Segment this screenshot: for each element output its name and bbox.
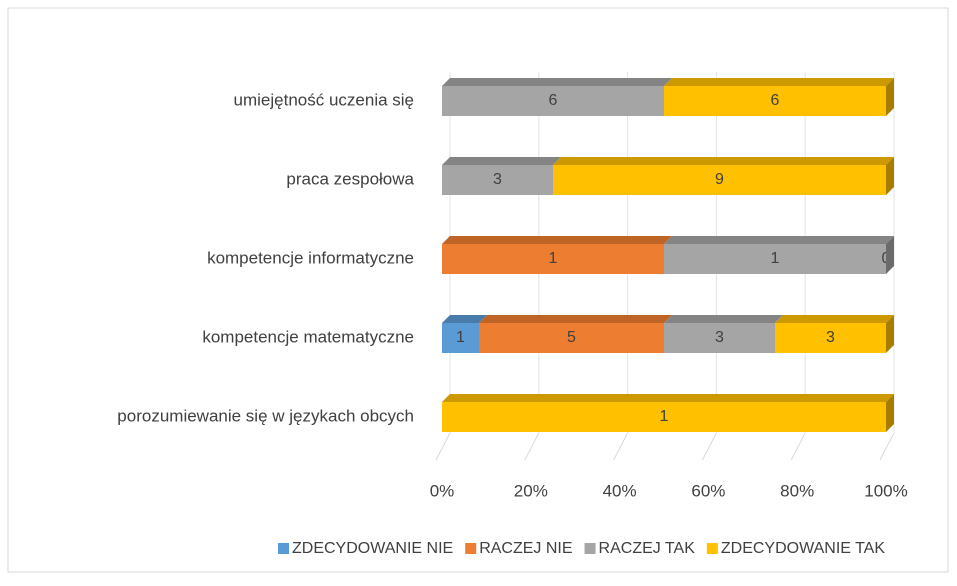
bar (553, 165, 886, 195)
grid-floor-line (879, 432, 895, 461)
bar (664, 86, 886, 116)
bar (442, 323, 479, 353)
category-label: kompetencje matematyczne (202, 327, 414, 346)
bar-top (442, 315, 487, 323)
bar-top (479, 315, 672, 323)
data-label: 1 (549, 250, 558, 267)
bar-top (664, 78, 894, 86)
category-label: praca zespołowa (286, 169, 414, 188)
data-label: 1 (771, 250, 780, 267)
x-tick-label: 0% (430, 481, 455, 500)
bar-side (886, 394, 894, 432)
bar (442, 86, 664, 116)
legend-label: RACZEJ TAK (599, 540, 696, 557)
data-label: 6 (549, 92, 558, 109)
bar-top (664, 236, 894, 244)
bar-top (553, 157, 894, 165)
bar (442, 165, 553, 195)
bar-side (886, 78, 894, 116)
bar (479, 323, 664, 353)
bar-top (775, 315, 894, 323)
bar-side (886, 157, 894, 195)
data-label: 1 (660, 408, 669, 425)
data-label: 3 (715, 329, 724, 346)
x-tick-label: 80% (780, 481, 814, 500)
x-tick-label: 40% (603, 481, 637, 500)
legend-swatch (465, 543, 477, 554)
legend-label: ZDECYDOWANIE TAK (721, 540, 885, 557)
data-label: 6 (771, 92, 780, 109)
data-label: 5 (567, 329, 576, 346)
data-label: 9 (715, 171, 724, 188)
data-label: 1 (456, 329, 465, 346)
bar-side (886, 315, 894, 353)
bar-top (442, 236, 672, 244)
bar-top (442, 157, 561, 165)
x-tick-label: 60% (691, 481, 725, 500)
legend-swatch (278, 543, 289, 554)
category-label: porozumiewanie się w językach obcych (117, 406, 414, 425)
data-label: 3 (826, 329, 835, 346)
bar-top (664, 315, 783, 323)
x-tick-label: 20% (514, 481, 548, 500)
category-label: kompetencje informatyczne (207, 248, 414, 267)
grid-floor-line (613, 432, 629, 461)
bar-top (442, 394, 894, 402)
grid-floor-line (524, 432, 540, 461)
bar (442, 402, 886, 432)
x-tick-label: 100% (864, 481, 907, 500)
grid-floor-line (701, 432, 717, 461)
bar (442, 244, 664, 274)
grid-floor-line (435, 432, 451, 461)
legend-label: ZDECYDOWANIE NIE (292, 540, 453, 557)
category-label: umiejętność uczenia się (234, 90, 414, 109)
data-label: 3 (493, 171, 502, 188)
legend-swatch (584, 543, 596, 554)
bar (664, 244, 886, 274)
bar (775, 323, 886, 353)
grid-floor-line (790, 432, 806, 461)
legend-label: RACZEJ NIE (479, 540, 572, 557)
bar-top (442, 78, 672, 86)
legend-swatch (706, 543, 718, 554)
bar-side (886, 236, 894, 274)
bar (664, 323, 775, 353)
